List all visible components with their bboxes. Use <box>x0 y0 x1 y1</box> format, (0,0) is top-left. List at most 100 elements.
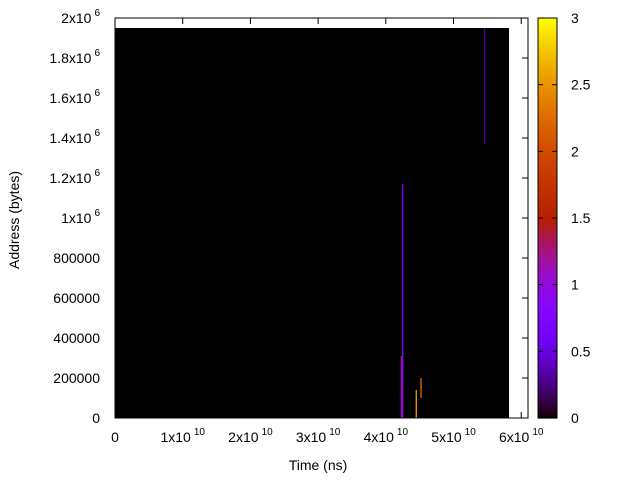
colorbar-segment <box>538 370 557 373</box>
colorbar-segment <box>538 116 557 119</box>
colorbar-segment <box>538 238 557 241</box>
colorbar-segment <box>538 412 557 415</box>
colorbar-segment <box>538 226 557 229</box>
colorbar-segment <box>538 192 557 195</box>
y-tick-label-base: 1x10 <box>61 210 92 226</box>
colorbar-segment <box>538 202 557 205</box>
heatmap-cell <box>402 184 404 418</box>
y-tick-label: 800000 <box>53 250 100 266</box>
x-tick-label: 6x10 10 <box>499 427 544 445</box>
colorbar-segment <box>538 176 557 179</box>
colorbar-segment <box>538 248 557 251</box>
colorbar-segment <box>538 352 557 355</box>
colorbar-segment <box>538 268 557 271</box>
colorbar-segment <box>538 120 557 123</box>
colorbar-segment <box>538 320 557 323</box>
x-tick-label: 4x10 10 <box>364 427 409 445</box>
colorbar-segment <box>538 376 557 379</box>
y-tick-label: 600000 <box>53 290 100 306</box>
colorbar-segment <box>538 334 557 337</box>
colorbar-segment <box>538 294 557 297</box>
colorbar-segment <box>538 196 557 199</box>
colorbar-segment <box>538 392 557 395</box>
y-axis-label: Address (bytes) <box>6 171 22 269</box>
colorbar-segment <box>538 330 557 333</box>
x-tick-label-exponent: 10 <box>465 427 477 438</box>
colorbar-segment <box>538 288 557 291</box>
colorbar-segment <box>538 62 557 65</box>
colorbar-segment <box>538 404 557 407</box>
colorbar-segment <box>538 68 557 71</box>
colorbar-segment <box>538 72 557 75</box>
colorbar-segment <box>538 360 557 363</box>
colorbar-segment <box>538 74 557 77</box>
y-tick-label-exponent: 6 <box>94 208 100 219</box>
colorbar-tick-label: 2.5 <box>571 77 591 93</box>
colorbar-segment <box>538 326 557 329</box>
colorbar-segment <box>538 406 557 409</box>
colorbar-segment <box>538 366 557 369</box>
y-tick-label-exponent: 6 <box>94 88 100 99</box>
x-tick-label-exponent: 10 <box>532 427 544 438</box>
colorbar-segment <box>538 108 557 111</box>
colorbar-segment <box>538 156 557 159</box>
colorbar-segment <box>538 380 557 383</box>
colorbar-segment <box>538 66 557 69</box>
colorbar-segment <box>538 76 557 79</box>
colorbar-segment <box>538 190 557 193</box>
x-tick-label-exponent: 10 <box>329 427 341 438</box>
colorbar-segment <box>538 342 557 345</box>
colorbar-segment <box>538 102 557 105</box>
colorbar-segment <box>538 348 557 351</box>
colorbar-segment <box>538 234 557 237</box>
colorbar-segment <box>538 276 557 279</box>
colorbar-segment <box>538 316 557 319</box>
colorbar-segment <box>538 170 557 173</box>
colorbar-segment <box>538 254 557 257</box>
colorbar-segment <box>538 112 557 115</box>
colorbar-segment <box>538 270 557 273</box>
colorbar-segment <box>538 88 557 91</box>
colorbar-segment <box>538 28 557 31</box>
colorbar-segment <box>538 40 557 43</box>
y-tick-label: 0 <box>92 410 100 426</box>
colorbar-segment <box>538 134 557 137</box>
colorbar-segment <box>538 110 557 113</box>
colorbar-segment <box>538 30 557 33</box>
colorbar-segment <box>538 86 557 89</box>
colorbar-segment <box>538 44 557 47</box>
colorbar-segment <box>538 96 557 99</box>
colorbar-segment <box>538 22 557 25</box>
colorbar-segment <box>538 324 557 327</box>
colorbar-segment <box>538 26 557 29</box>
y-tick-label-base: 1.4x10 <box>49 130 91 146</box>
colorbar-segment <box>538 260 557 263</box>
colorbar-segment <box>538 402 557 405</box>
x-tick-label-base: 2x10 <box>228 429 259 445</box>
colorbar-segment <box>538 246 557 249</box>
colorbar-segment <box>538 344 557 347</box>
y-tick-label-exponent: 6 <box>94 8 100 19</box>
colorbar-segment <box>538 48 557 51</box>
colorbar-segment <box>538 130 557 133</box>
plot-border <box>114 17 529 419</box>
colorbar-segment <box>538 114 557 117</box>
x-tick-label-exponent: 10 <box>262 427 274 438</box>
heatmap-cell <box>483 28 486 144</box>
colorbar-segment <box>538 32 557 35</box>
colorbar-segment <box>538 252 557 255</box>
colorbar-segment <box>538 104 557 107</box>
colorbar-segment <box>538 178 557 181</box>
y-tick-label: 1x10 6 <box>61 208 100 226</box>
colorbar-segment <box>538 136 557 139</box>
y-tick-label-base: 1.8x10 <box>49 50 91 66</box>
colorbar-segment <box>538 106 557 109</box>
colorbar-segment <box>538 124 557 127</box>
y-tick-label-base: 1.2x10 <box>49 170 91 186</box>
colorbar-segment <box>538 82 557 85</box>
y-tick-label-base: 2x10 <box>61 10 92 26</box>
colorbar-segment <box>538 98 557 101</box>
x-tick-label-exponent: 10 <box>397 427 409 438</box>
y-tick-label: 200000 <box>53 370 100 386</box>
